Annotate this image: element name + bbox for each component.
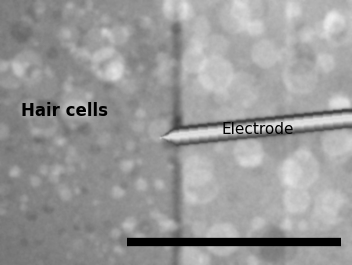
Text: Electrode: Electrode [222,122,294,137]
Text: Hair cells: Hair cells [21,102,108,120]
